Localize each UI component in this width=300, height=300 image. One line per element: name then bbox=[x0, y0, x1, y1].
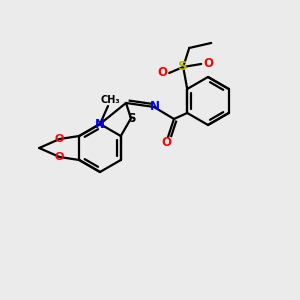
Text: O: O bbox=[55, 152, 64, 162]
Text: CH₃: CH₃ bbox=[100, 95, 120, 105]
Text: S: S bbox=[127, 112, 135, 125]
Text: O: O bbox=[55, 134, 64, 144]
Text: O: O bbox=[157, 67, 167, 80]
Text: N: N bbox=[150, 100, 160, 113]
Text: O: O bbox=[161, 136, 171, 149]
Text: S: S bbox=[178, 61, 188, 74]
Text: O: O bbox=[203, 58, 213, 70]
Text: N: N bbox=[95, 118, 105, 130]
